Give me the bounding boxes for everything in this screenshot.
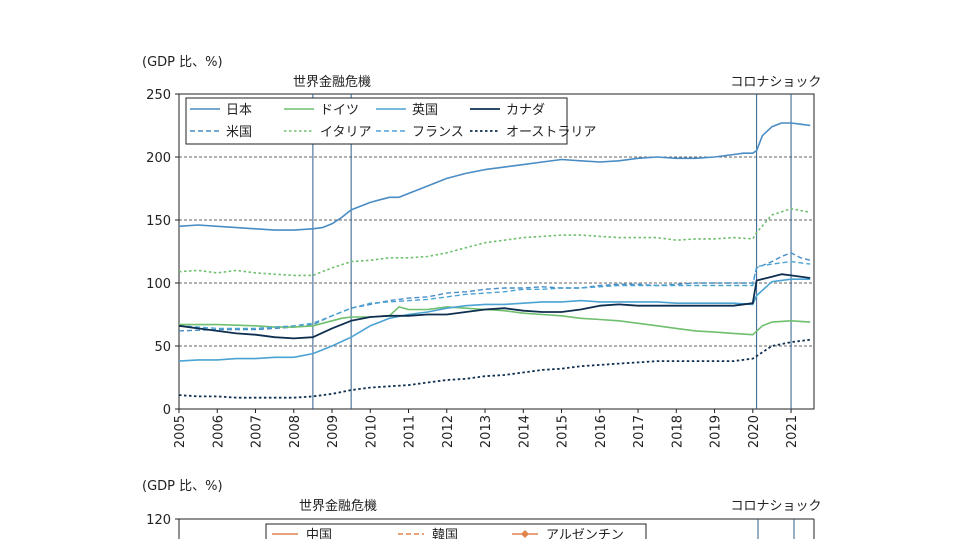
x-tick-label: 2018 (670, 415, 685, 448)
x-tick-label: 2012 (441, 415, 456, 448)
y-tick-label: 200 (146, 151, 171, 166)
y-axis-label-2: (GDP 比、%) (142, 479, 223, 494)
event-label: コロナショック (730, 75, 821, 90)
x-tick-label: 2014 (517, 415, 532, 448)
legend-label-2: 韓国 (432, 528, 458, 539)
series-line-8 (178, 338, 811, 399)
y-tick-label: 0 (163, 403, 171, 418)
legend-label: イタリア (320, 125, 371, 140)
legend-box (185, 97, 568, 145)
legend-2: 中国 韓国 アルゼンチン (265, 523, 647, 543)
legend-label-2: 中国 (306, 528, 332, 539)
event-label-2: 世界金融危機 (299, 498, 377, 514)
series-line-5 (178, 278, 811, 362)
series-line-3 (179, 306, 811, 336)
series-line-6 (178, 260, 811, 330)
legend-label: 英国 (412, 103, 438, 118)
x-tick-label: 2019 (709, 415, 724, 448)
y-tick-label: 150 (146, 214, 171, 229)
legend-label: フランス (412, 125, 464, 140)
series-line-7 (178, 273, 811, 340)
x-tick-label: 2010 (364, 415, 379, 448)
legend-label: カナダ (506, 103, 545, 118)
x-tick-label: 2015 (556, 415, 571, 448)
series-line-4 (178, 207, 811, 277)
legend-label: オーストラリア (506, 125, 596, 140)
x-tick-label: 2017 (632, 415, 647, 448)
y-tick-label: 50 (154, 340, 171, 355)
event-label-2: コロナショック (730, 499, 821, 514)
x-tick-label: 2006 (211, 415, 226, 448)
x-tick-label: 2007 (250, 415, 265, 448)
x-tick-label: 2008 (288, 415, 303, 448)
x-tick-label: 2011 (403, 415, 418, 448)
x-tick-label: 2009 (326, 415, 341, 448)
legend-marker-2 (521, 530, 529, 538)
legend-label: 米国 (226, 125, 252, 140)
y-tick-label: 250 (146, 88, 171, 103)
y-tick-label-2: 120 (146, 513, 171, 528)
y-axis-label: (GDP 比、%) (142, 55, 223, 70)
x-tick-label: 2020 (747, 415, 762, 448)
legend-label: 日本 (226, 103, 252, 118)
x-tick-label: 2021 (785, 415, 800, 448)
x-tick-label: 2013 (479, 415, 494, 448)
series-line-1 (178, 122, 811, 231)
legend-label: ドイツ (320, 103, 359, 118)
event-label: 世界金融危機 (293, 74, 371, 90)
x-tick-label: 2005 (173, 415, 188, 448)
x-tick-label: 2016 (594, 415, 609, 448)
legend-label-2: アルゼンチン (546, 528, 624, 539)
y-tick-label: 100 (146, 277, 171, 292)
plot-frame (178, 93, 815, 410)
